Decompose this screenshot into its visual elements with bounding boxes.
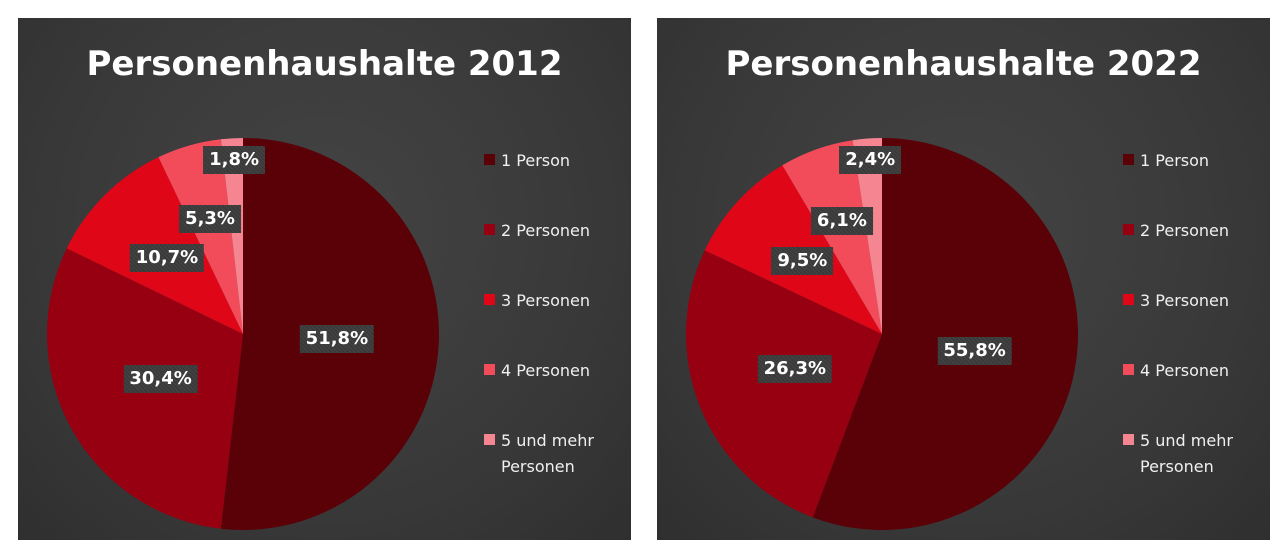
legend-label: 4 Personen <box>1140 361 1230 380</box>
legend-label: 5 und mehr Personen <box>501 431 594 476</box>
legend-label: 2 Personen <box>1140 221 1230 240</box>
legend-label: 2 Personen <box>501 221 591 240</box>
chart-title: Personenhaushalte 2022 <box>725 44 1202 84</box>
legend-label: 1 Person <box>1140 151 1210 170</box>
chart-title: Personenhaushalte 2012 <box>86 44 563 84</box>
legend-label: 1 Person <box>501 151 571 170</box>
pie-slice-4-personen <box>782 140 882 334</box>
legend-swatch <box>1123 154 1134 165</box>
data-label-1-person: 51,8% <box>299 325 375 354</box>
data-label-3-personen: 10,7% <box>129 243 205 272</box>
pie-chart <box>686 138 1079 530</box>
legend-swatch <box>484 224 495 235</box>
legend-label: 4 Personen <box>501 361 591 380</box>
data-label-2-personen: 26,3% <box>757 355 833 384</box>
data-label-4-personen: 5,3% <box>179 205 241 234</box>
data-label-5-und-mehr-personen: 2,4% <box>839 145 902 174</box>
chart-panel-2022: Personenhaushalte 2022 55,8% 26,3% 9,5% 6,1… <box>657 18 1270 540</box>
legend-swatch <box>1123 224 1134 235</box>
data-label-4-personen: 6,1% <box>810 207 873 236</box>
pie-slice-4-personen <box>158 139 243 334</box>
pie-slice-5-und-mehr-personen <box>220 138 243 334</box>
legend-swatch <box>484 434 495 445</box>
legend-swatch <box>484 154 495 165</box>
pie-slice-2-personen <box>686 250 882 518</box>
legend-swatch <box>484 294 495 305</box>
legend-label: 3 Personen <box>501 291 591 310</box>
legend-swatch <box>1123 364 1134 375</box>
legend-label: 5 und mehr Personen <box>1140 431 1233 476</box>
legend-swatch <box>1123 294 1134 305</box>
data-label-5-und-mehr-personen: 1,8% <box>203 145 266 174</box>
data-label-3-personen: 9,5% <box>771 247 834 276</box>
legend-label: 3 Personen <box>1140 291 1230 310</box>
data-label-1-person: 55,8% <box>937 336 1012 365</box>
legend-swatch <box>1123 434 1134 445</box>
pie-slice-5-und-mehr-personen <box>852 138 882 334</box>
pie-slice-1-person <box>812 138 1079 530</box>
data-label-2-personen: 30,4% <box>123 365 198 394</box>
legend-swatch <box>484 364 495 375</box>
chart-panel-2012: Personenhaushalte 2012 51,8% 30,4% 10,7% 5,… <box>18 18 631 540</box>
